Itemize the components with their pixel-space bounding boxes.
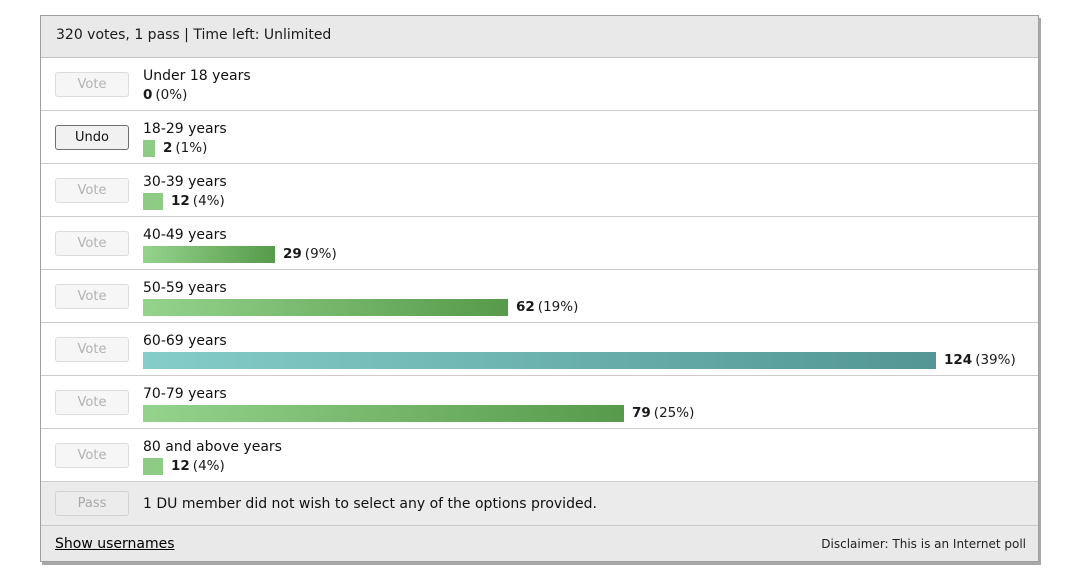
vote-number: 79 [632, 405, 651, 421]
option-result: 0 (0%) [143, 87, 1026, 103]
option-label: Under 18 years [143, 68, 251, 84]
vote-number: 29 [283, 246, 302, 262]
option-content: 30-39 years 12 (4%) [143, 171, 1026, 210]
poll-option-row: Vote Under 18 years 0 (0%) [41, 58, 1038, 111]
result-bar [143, 245, 275, 263]
option-result: 124 (39%) [143, 351, 1026, 369]
poll-option-row: Vote 70-79 years 79 (25%) [41, 376, 1038, 429]
option-label: 18-29 years [143, 120, 227, 137]
vote-count: 29 (9%) [283, 246, 337, 262]
disclaimer-text: Disclaimer: This is an Internet poll [821, 536, 1026, 551]
vote-count: 62 (19%) [516, 299, 578, 315]
vote-button[interactable]: Vote [55, 177, 129, 203]
vote-percent: (1%) [175, 140, 208, 156]
vote-number: 124 [944, 352, 973, 368]
option-content: 18-29 years 2 (1%) [143, 118, 1026, 157]
result-bar [143, 139, 155, 157]
vote-count: 12 (4%) [171, 458, 225, 474]
poll-option-row: Vote 50-59 years 62 (19%) [41, 270, 1038, 323]
option-result: 79 (25%) [143, 404, 1026, 422]
vote-percent: (0%) [155, 87, 188, 103]
vote-number: 12 [171, 458, 190, 474]
vote-count: 79 (25%) [632, 405, 694, 421]
poll-option-row: Vote 30-39 years 12 (4%) [41, 164, 1038, 217]
vote-number: 0 [143, 87, 153, 103]
vote-number: 12 [171, 193, 190, 209]
option-label: 30-39 years [143, 173, 227, 190]
vote-percent: (9%) [304, 246, 337, 262]
vote-button[interactable]: Vote [55, 71, 129, 97]
vote-percent: (4%) [192, 458, 225, 474]
option-result: 2 (1%) [143, 139, 1026, 157]
option-result: 29 (9%) [143, 245, 1026, 263]
poll-option-row: Undo 18-29 years 2 (1%) [41, 111, 1038, 164]
vote-button[interactable]: Vote [55, 336, 129, 362]
option-result: 62 (19%) [143, 298, 1026, 316]
vote-count: 0 (0%) [143, 87, 187, 103]
vote-button[interactable]: Vote [55, 230, 129, 256]
poll-option-row: Vote 40-49 years 29 (9%) [41, 217, 1038, 270]
vote-button[interactable]: Vote [55, 442, 129, 468]
poll-option-row: Vote 60-69 years 124 (39%) [41, 323, 1038, 376]
poll-option-row: Vote 80 and above years 12 (4%) [41, 429, 1038, 482]
option-label: 80 and above years [143, 438, 282, 455]
option-content: 40-49 years 29 (9%) [143, 224, 1026, 263]
option-label: 60-69 years [143, 332, 227, 349]
pass-row: Pass 1 DU member did not wish to select … [41, 482, 1038, 526]
option-content: 70-79 years 79 (25%) [143, 383, 1026, 422]
vote-count: 12 (4%) [171, 193, 225, 209]
option-label: 50-59 years [143, 279, 227, 296]
vote-percent: (25%) [653, 405, 695, 421]
pass-button[interactable]: Pass [55, 491, 129, 516]
option-result: 12 (4%) [143, 457, 1026, 475]
show-usernames-link[interactable]: Show usernames [55, 535, 175, 552]
vote-percent: (39%) [975, 352, 1016, 368]
undo-button[interactable]: Undo [55, 124, 129, 150]
pass-text: 1 DU member did not wish to select any o… [143, 495, 597, 512]
option-result: 12 (4%) [143, 192, 1026, 210]
vote-percent: (4%) [192, 193, 225, 209]
option-content: Under 18 years 0 (0%) [143, 65, 1026, 103]
vote-number: 62 [516, 299, 535, 315]
result-bar [143, 457, 163, 475]
result-bar [143, 404, 624, 422]
result-bar [143, 192, 163, 210]
option-label: 40-49 years [143, 226, 227, 243]
vote-button[interactable]: Vote [55, 389, 129, 415]
option-content: 50-59 years 62 (19%) [143, 277, 1026, 316]
poll-summary: 320 votes, 1 pass | Time left: Unlimited [41, 16, 1038, 58]
result-bar [143, 351, 936, 369]
vote-number: 2 [163, 140, 173, 156]
option-content: 60-69 years 124 (39%) [143, 330, 1026, 369]
vote-count: 124 (39%) [944, 352, 1016, 368]
poll-footer: Show usernames Disclaimer: This is an In… [41, 526, 1038, 561]
poll-widget: 320 votes, 1 pass | Time left: Unlimited… [40, 15, 1039, 562]
vote-count: 2 (1%) [163, 140, 207, 156]
vote-percent: (19%) [537, 299, 579, 315]
result-bar [143, 298, 508, 316]
option-label: 70-79 years [143, 385, 227, 402]
option-content: 80 and above years 12 (4%) [143, 436, 1026, 475]
vote-button[interactable]: Vote [55, 283, 129, 309]
